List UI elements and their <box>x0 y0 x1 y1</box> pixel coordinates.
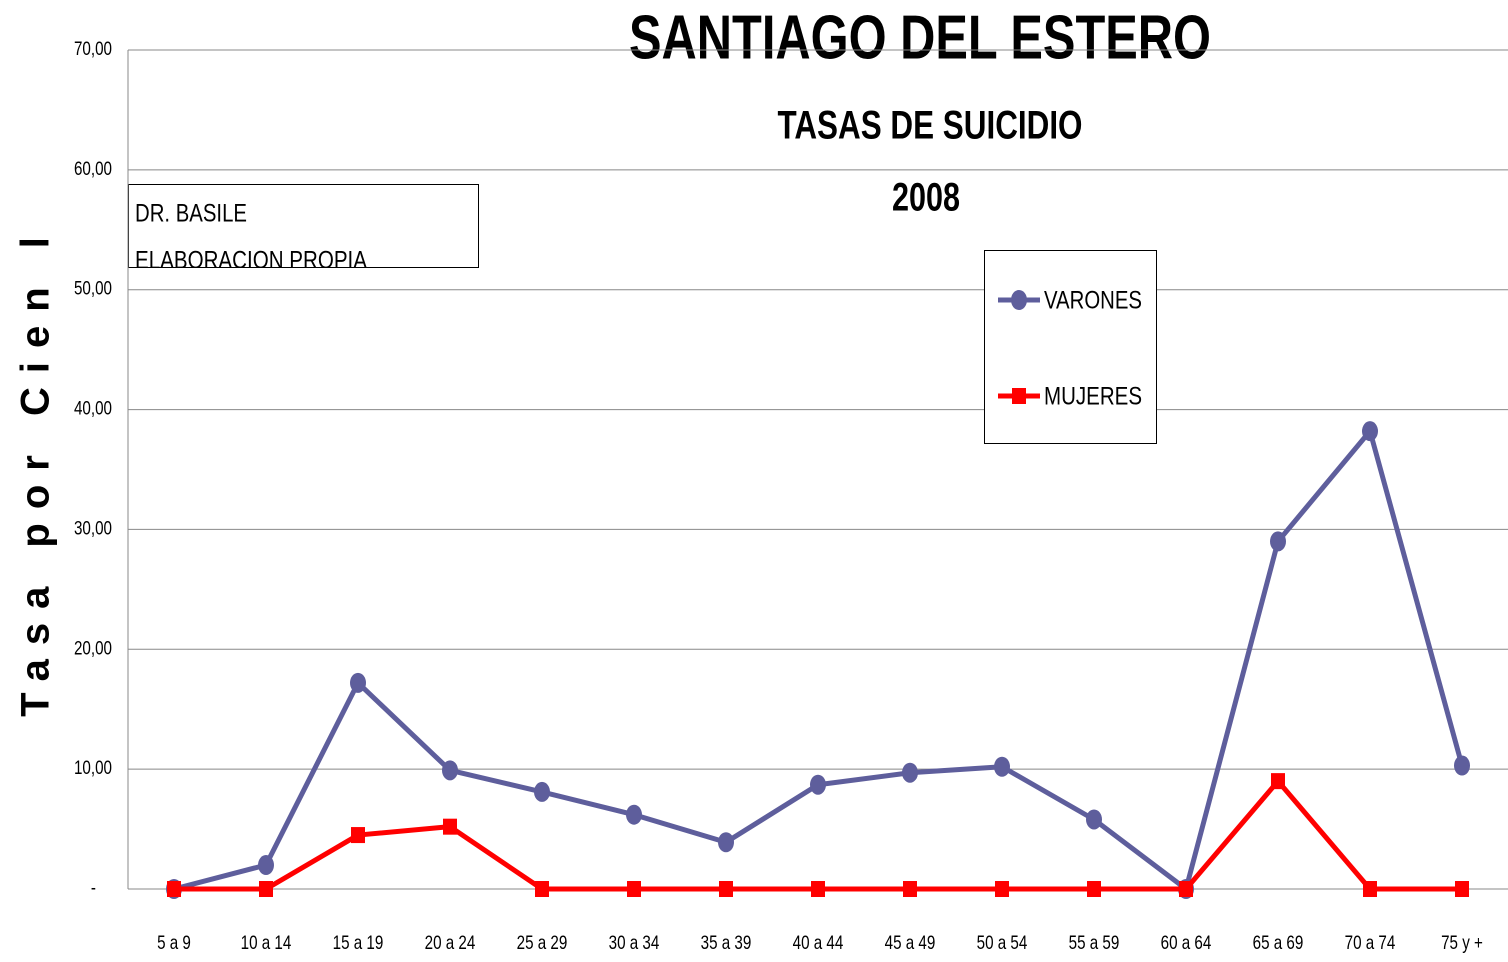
marker <box>626 804 642 825</box>
chart-subtitle: TASAS DE SUICIDIO <box>778 104 1083 148</box>
marker <box>1454 755 1470 776</box>
x-tick-label: 10 a 14 <box>241 931 292 953</box>
marker <box>994 756 1010 777</box>
note-text: ELABORACION PROPIA <box>135 247 367 275</box>
x-tick-label: 50 a 54 <box>977 931 1028 953</box>
marker <box>995 881 1009 897</box>
x-tick-label: 65 a 69 <box>1253 931 1304 953</box>
legend-label: VARONES <box>1044 287 1142 315</box>
x-tick-label: 60 a 64 <box>1161 931 1212 953</box>
marker <box>1455 881 1469 897</box>
series-line <box>173 428 1465 892</box>
x-tick-label: 55 a 59 <box>1069 931 1120 953</box>
marker <box>350 672 366 693</box>
marker <box>351 827 365 844</box>
marker <box>535 881 549 897</box>
x-tick-label: 45 a 49 <box>885 931 936 953</box>
marker <box>627 881 641 897</box>
y-axis-label: Tasa por Cien l <box>14 223 58 717</box>
y-tick-label: 10,00 <box>74 756 112 778</box>
x-tick-label: 5 a 9 <box>157 931 191 953</box>
legend-marker <box>1012 388 1026 404</box>
note-box: DR. BASILE ELABORACION PROPIA <box>128 184 479 275</box>
legend-box <box>984 250 1157 444</box>
chart-year: 2008 <box>892 176 960 220</box>
marker <box>810 774 826 795</box>
marker <box>534 781 550 802</box>
marker <box>442 760 458 781</box>
marker <box>1087 881 1101 897</box>
x-tick-label: 35 a 39 <box>701 931 752 953</box>
y-tick-label: 30,00 <box>74 517 112 539</box>
legend-label: MUJERES <box>1044 383 1142 411</box>
marker <box>1270 531 1286 552</box>
x-tick-label: 20 a 24 <box>425 931 476 953</box>
x-tick-label: 70 a 74 <box>1345 931 1396 953</box>
series-line <box>174 778 1462 892</box>
marker <box>718 832 734 853</box>
marker <box>258 855 274 876</box>
marker <box>903 881 917 897</box>
y-tick-label: 60,00 <box>74 157 112 179</box>
chart-title: SANTIAGO DEL ESTERO <box>629 3 1211 72</box>
marker <box>1086 809 1102 830</box>
y-tick-label: 40,00 <box>74 397 112 419</box>
marker <box>443 818 457 835</box>
x-tick-label: 15 a 19 <box>333 931 384 953</box>
x-tick-label: 40 a 44 <box>793 931 844 953</box>
x-tick-label: 30 a 34 <box>609 931 660 953</box>
note-text: DR. BASILE <box>135 200 247 228</box>
legend-marker <box>1011 290 1027 310</box>
x-tick-label: 75 y + <box>1441 931 1483 953</box>
marker <box>902 762 918 783</box>
marker <box>259 881 273 897</box>
marker <box>1271 773 1285 790</box>
marker <box>719 881 733 897</box>
y-tick-label: - <box>91 876 96 898</box>
y-tick-label: 20,00 <box>74 637 112 659</box>
marker <box>167 881 181 897</box>
y-tick-label: 70,00 <box>74 37 112 59</box>
y-tick-label: 50,00 <box>74 277 112 299</box>
note-frame <box>128 184 479 268</box>
marker <box>1363 881 1377 897</box>
marker <box>1179 881 1193 897</box>
x-tick-label: 25 a 29 <box>517 931 568 953</box>
marker <box>811 881 825 897</box>
marker <box>1362 421 1378 442</box>
